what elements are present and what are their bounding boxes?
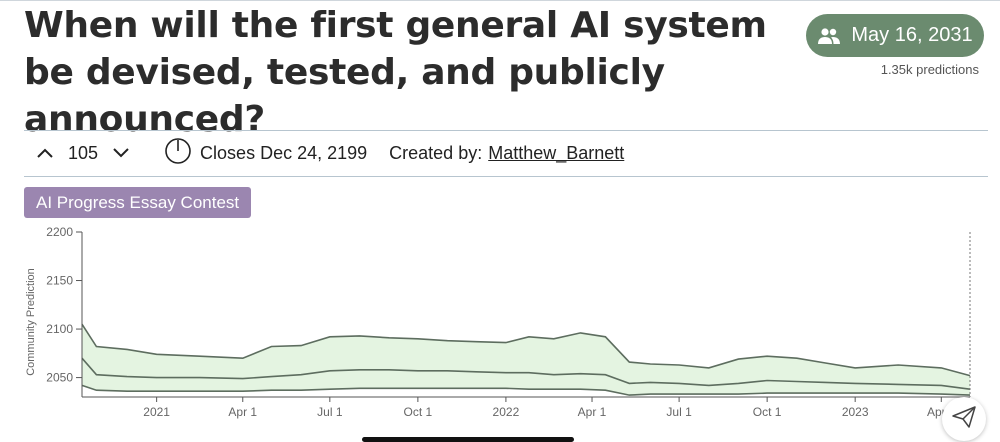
home-indicator	[362, 437, 574, 442]
uncertainty-band	[82, 324, 970, 396]
upper-quartile-line	[81, 323, 971, 377]
x-tick-label: Jul 1	[666, 405, 692, 419]
median-line	[81, 357, 971, 390]
x-tick-label: Oct 1	[753, 405, 782, 419]
y-tick-label: 2100	[46, 322, 73, 336]
people-icon	[817, 27, 841, 45]
created-by: Created by: Matthew_Barnett	[389, 143, 624, 164]
x-tick-label: Apr 1	[228, 405, 257, 419]
vote-control: 105	[34, 142, 132, 164]
share-button[interactable]	[942, 397, 986, 441]
top-divider	[0, 0, 1000, 1]
chevron-down-icon[interactable]	[110, 142, 132, 164]
x-tick-label: Apr 1	[578, 405, 607, 419]
page-title: When will the first general AI system be…	[24, 5, 767, 140]
closes-info: Closes Dec 24, 2199	[164, 137, 367, 170]
y-tick-label: 2200	[46, 225, 73, 239]
vote-count: 105	[68, 142, 99, 163]
meta-bottom-divider	[24, 176, 988, 177]
community-prediction-value: May 16, 2031	[851, 24, 973, 46]
lower-quartile-line	[81, 384, 971, 396]
author-link[interactable]: Matthew_Barnett	[488, 142, 625, 163]
y-axis-label: Community Prediction	[25, 268, 37, 376]
closes-date: Closes Dec 24, 2199	[200, 142, 368, 163]
paper-plane-icon	[952, 406, 976, 432]
meta-top-divider	[24, 130, 988, 131]
y-tick-label: 2050	[46, 371, 73, 385]
x-tick-label: 2023	[842, 405, 869, 419]
question-meta-bar: 105 Closes Dec 24, 2199 Created by: Matth…	[24, 130, 988, 176]
category-tag[interactable]: AI Progress Essay Contest	[24, 187, 252, 218]
chevron-up-icon[interactable]	[34, 142, 56, 164]
predictions-count: 1.35k predictions	[880, 62, 979, 77]
clock-icon	[164, 137, 192, 170]
y-tick-label: 2150	[46, 274, 73, 288]
x-tick-label: Oct 1	[404, 405, 433, 419]
x-tick-label: Jul 1	[317, 405, 343, 419]
created-by-label: Created by:	[389, 142, 483, 163]
x-tick-label: 2021	[143, 405, 170, 419]
community-prediction-badge[interactable]: May 16, 2031	[806, 14, 984, 57]
x-tick-label: 2022	[493, 405, 520, 419]
community-prediction-chart[interactable]: Community Prediction 2050 2100 2150 2200 202…	[0, 222, 1000, 437]
